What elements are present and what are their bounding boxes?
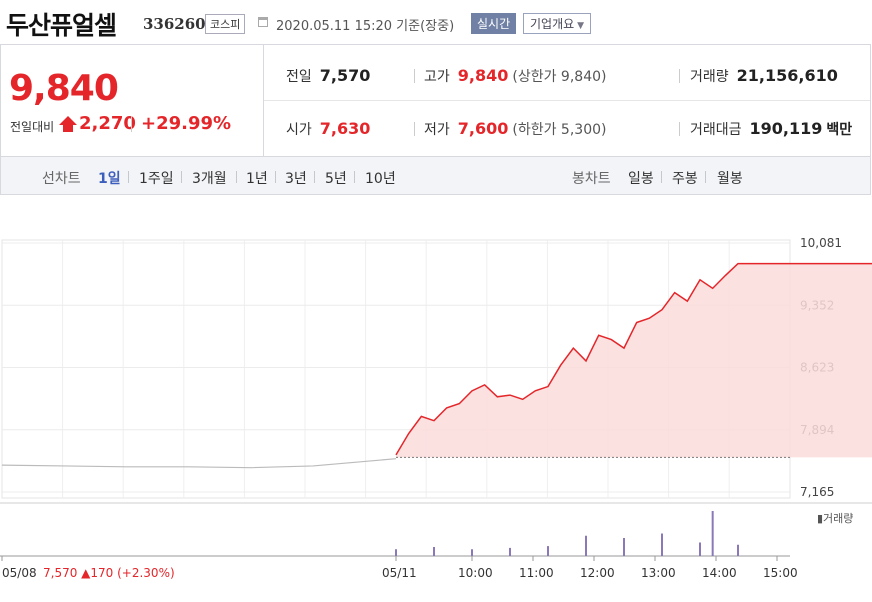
up-arrow-stem	[63, 125, 73, 132]
lower-limit: (하한가 5,300)	[512, 122, 607, 138]
divider	[314, 171, 315, 183]
divider	[275, 171, 276, 183]
amount-unit: 백만	[826, 122, 853, 138]
volume-legend: ▮거래량	[817, 512, 853, 525]
divider	[236, 171, 237, 183]
market-badge: 코스피	[205, 14, 246, 34]
upper-limit: (상한가 9,840)	[512, 69, 607, 85]
tab-1year[interactable]: 1년	[246, 171, 268, 187]
tab-monthly-candle[interactable]: 월봉	[717, 171, 743, 187]
tab-3month[interactable]: 3개월	[192, 171, 227, 187]
x-tick-label: 10:00	[458, 566, 493, 580]
series-area-today	[396, 263, 872, 458]
divider	[414, 69, 415, 83]
amount-label: 거래대금	[690, 122, 742, 138]
volume-label: 거래량	[690, 69, 729, 85]
volume-bar	[395, 549, 397, 556]
volume-bar	[433, 547, 435, 556]
low-label: 저가	[424, 122, 450, 138]
candle-chart-label: 봉차트	[572, 171, 611, 187]
prev-close-value: 7,570	[319, 66, 371, 85]
change-label: 전일대비	[10, 120, 55, 134]
amount-value: 190,119	[749, 119, 823, 138]
volume-bar	[699, 542, 701, 556]
x-tick-label: 15:00	[763, 566, 798, 580]
low-value: 7,600	[457, 119, 509, 138]
chevron-down-icon: ▼	[577, 21, 585, 31]
divider	[131, 116, 132, 132]
line-chart-label: 선차트	[42, 171, 81, 187]
open-label: 시가	[286, 122, 312, 138]
price-change-percent: +29.99%	[141, 113, 232, 134]
volume-bar	[547, 546, 549, 556]
open-value: 7,630	[319, 119, 371, 138]
volume-bar	[711, 511, 714, 556]
row-divider	[264, 100, 870, 101]
stock-name: 두산퓨얼셀	[6, 11, 117, 40]
quote-summary: 9,840 전일대비 2,270 +29.99% 전일 7,570 고가 9,840…	[0, 44, 871, 157]
divider	[679, 69, 680, 83]
y-tick-label: 7,165	[800, 485, 834, 499]
divider	[128, 171, 129, 183]
prev-close-label: 전일	[286, 69, 312, 85]
tab-weekly-candle[interactable]: 주봉	[672, 171, 698, 187]
stock-code: 336260	[143, 15, 206, 33]
divider	[181, 171, 182, 183]
prev-close-cell: 전일 7,570	[286, 66, 370, 86]
x-tick-label: 14:00	[702, 566, 737, 580]
volume-cell: 거래량 21,156,610	[690, 66, 838, 86]
volume-bar	[737, 544, 739, 556]
calendar-icon	[258, 17, 268, 27]
realtime-button[interactable]: 실시간	[471, 13, 517, 34]
current-price-panel: 9,840 전일대비 2,270 +29.99%	[1, 45, 264, 156]
high-label: 고가	[424, 69, 450, 85]
tab-5year[interactable]: 5년	[325, 171, 347, 187]
x-tick-label: 05/11	[382, 566, 417, 580]
current-price: 9,840	[9, 68, 119, 109]
tab-daily-candle[interactable]: 일봉	[628, 171, 654, 187]
volume-bar	[509, 547, 511, 556]
quote-datetime: 2020.05.11 15:20 기준(장중)	[276, 19, 455, 34]
chart-period-tabs: 선차트 1일 1주일 3개월 1년 3년 5년 10년 봉차트 일봉 주봉 월봉	[0, 157, 871, 195]
divider	[661, 171, 662, 183]
divider	[354, 171, 355, 183]
high-value: 9,840	[457, 66, 509, 85]
x-tick-label: 05/08	[2, 566, 37, 580]
amount-cell: 거래대금 190,119 백만	[690, 119, 852, 139]
low-cell: 저가 7,600 (하한가 5,300)	[424, 119, 606, 139]
open-cell: 시가 7,630	[286, 119, 370, 139]
prev-day-annotation: 7,570 ▲170 (+2.30%)	[43, 566, 175, 580]
divider	[679, 122, 680, 136]
y-tick-label: 10,081	[800, 236, 842, 250]
volume-bar	[471, 549, 473, 556]
tab-1day[interactable]: 1일	[98, 171, 121, 187]
tab-3year[interactable]: 3년	[285, 171, 307, 187]
up-arrow-icon	[59, 116, 77, 125]
company-overview-label: 기업개요	[530, 17, 575, 31]
series-line-today	[395, 262, 872, 456]
volume-bar	[585, 535, 587, 556]
divider	[705, 171, 706, 183]
tab-10year[interactable]: 10년	[365, 171, 396, 187]
x-tick-label: 13:00	[641, 566, 676, 580]
company-overview-dropdown[interactable]: 기업개요 ▼	[523, 13, 592, 34]
volume-bar	[661, 533, 663, 556]
tab-1week[interactable]: 1주일	[139, 171, 174, 187]
divider	[414, 122, 415, 136]
price-change: 2,270	[79, 113, 136, 134]
stock-header: 두산퓨얼셀 336260 코스피 2020.05.11 15:20 기준(장중)…	[0, 0, 872, 44]
x-tick-label: 12:00	[580, 566, 615, 580]
x-tick-label: 11:00	[519, 566, 554, 580]
high-cell: 고가 9,840 (상한가 9,840)	[424, 66, 606, 86]
volume-bar	[623, 538, 625, 556]
series-line-prev-day	[1, 458, 397, 469]
volume-value: 21,156,610	[736, 66, 838, 85]
